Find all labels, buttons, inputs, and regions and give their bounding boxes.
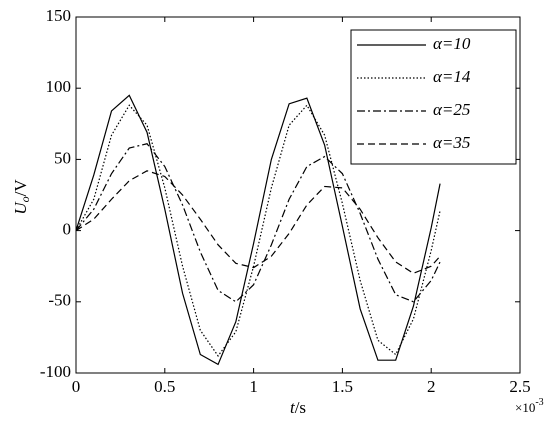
series-line [75, 104, 441, 357]
x-axis-label: t/s [290, 398, 306, 417]
x-multiplier-base: ×10 [515, 400, 535, 415]
x-tick-label: 0.5 [154, 377, 175, 396]
x-tick-label: 0 [72, 377, 81, 396]
x-tick-label: 2 [427, 377, 436, 396]
plot-frame [75, 16, 521, 374]
x-tick-label: 1 [249, 377, 258, 396]
y-tick-label: 50 [54, 148, 71, 167]
x-tick-label: 2.5 [509, 377, 530, 396]
y-label-symbol: U [11, 201, 30, 215]
series-line [75, 170, 441, 274]
y-label-subscript: o [18, 196, 32, 202]
legend-label: α=10 [433, 34, 471, 53]
y-label-unit: /V [11, 179, 30, 197]
x-multiplier-exponent: -3 [535, 397, 543, 408]
legend-label: α=25 [433, 100, 470, 119]
x-tick-label: 1.5 [332, 377, 353, 396]
y-axis-label: Uo/V [11, 179, 32, 215]
series-line [75, 94, 441, 366]
series-line [75, 143, 441, 303]
legend-label: α=14 [433, 67, 471, 86]
y-tick-label: 0 [63, 220, 72, 239]
x-multiplier: ×10-3 [515, 397, 544, 415]
legend-label: α=35 [433, 133, 470, 152]
y-tick-label: 100 [46, 77, 72, 96]
y-tick-label: -50 [48, 291, 71, 310]
x-label-symbol: t [290, 398, 296, 417]
x-label-unit: /s [295, 398, 306, 417]
y-tick-label: -100 [40, 362, 71, 381]
legend-box [350, 29, 517, 165]
y-tick-label: 150 [46, 6, 72, 25]
